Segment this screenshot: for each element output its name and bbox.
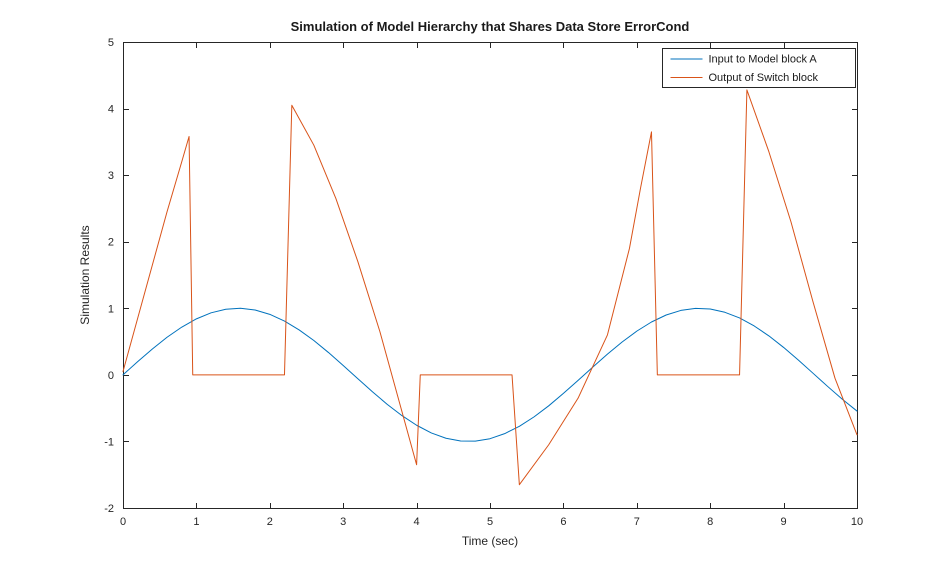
- x-tick-label: 3: [340, 516, 346, 528]
- x-tick-label: 4: [414, 516, 420, 528]
- x-tick-label: 9: [781, 516, 787, 528]
- y-tick-label: 5: [108, 37, 114, 49]
- series-lines: [122, 89, 858, 486]
- legend-label: Input to Model block A: [709, 54, 818, 66]
- y-tick-label: 0: [108, 370, 114, 382]
- x-axis-label: Time (sec): [462, 534, 518, 548]
- y-tick-label: 3: [108, 170, 114, 182]
- y-tick-label: 4: [108, 104, 114, 116]
- y-tick-label: 1: [108, 303, 114, 315]
- legend-label: Output of Switch block: [709, 72, 819, 84]
- series-line-input-to-model-block-a: [122, 307, 858, 442]
- series-line-output-of-switch-block: [122, 89, 858, 486]
- legend-box: [662, 48, 856, 88]
- y-tick-label: -1: [104, 436, 114, 448]
- chart-title: Simulation of Model Hierarchy that Share…: [291, 19, 690, 34]
- y-tick-label: -2: [104, 503, 114, 515]
- x-tick-label: 2: [267, 516, 273, 528]
- axes-box: [123, 42, 858, 509]
- x-tick-label: 7: [634, 516, 640, 528]
- x-tick-label: 0: [120, 516, 126, 528]
- legend: Input to Model block A Output of Switch b…: [662, 48, 856, 88]
- axes: 0 1 2 3 4 5 6 7 8 9 10 -2 -1 0 1 2 3 4 5: [104, 37, 863, 528]
- y-tick-label: 2: [108, 237, 114, 249]
- x-tick-label: 5: [487, 516, 493, 528]
- y-axis-label: Simulation Results: [78, 225, 92, 324]
- x-tick-label: 6: [560, 516, 566, 528]
- x-tick-label: 10: [851, 516, 863, 528]
- x-tick-label: 1: [193, 516, 199, 528]
- x-tick-label: 8: [707, 516, 713, 528]
